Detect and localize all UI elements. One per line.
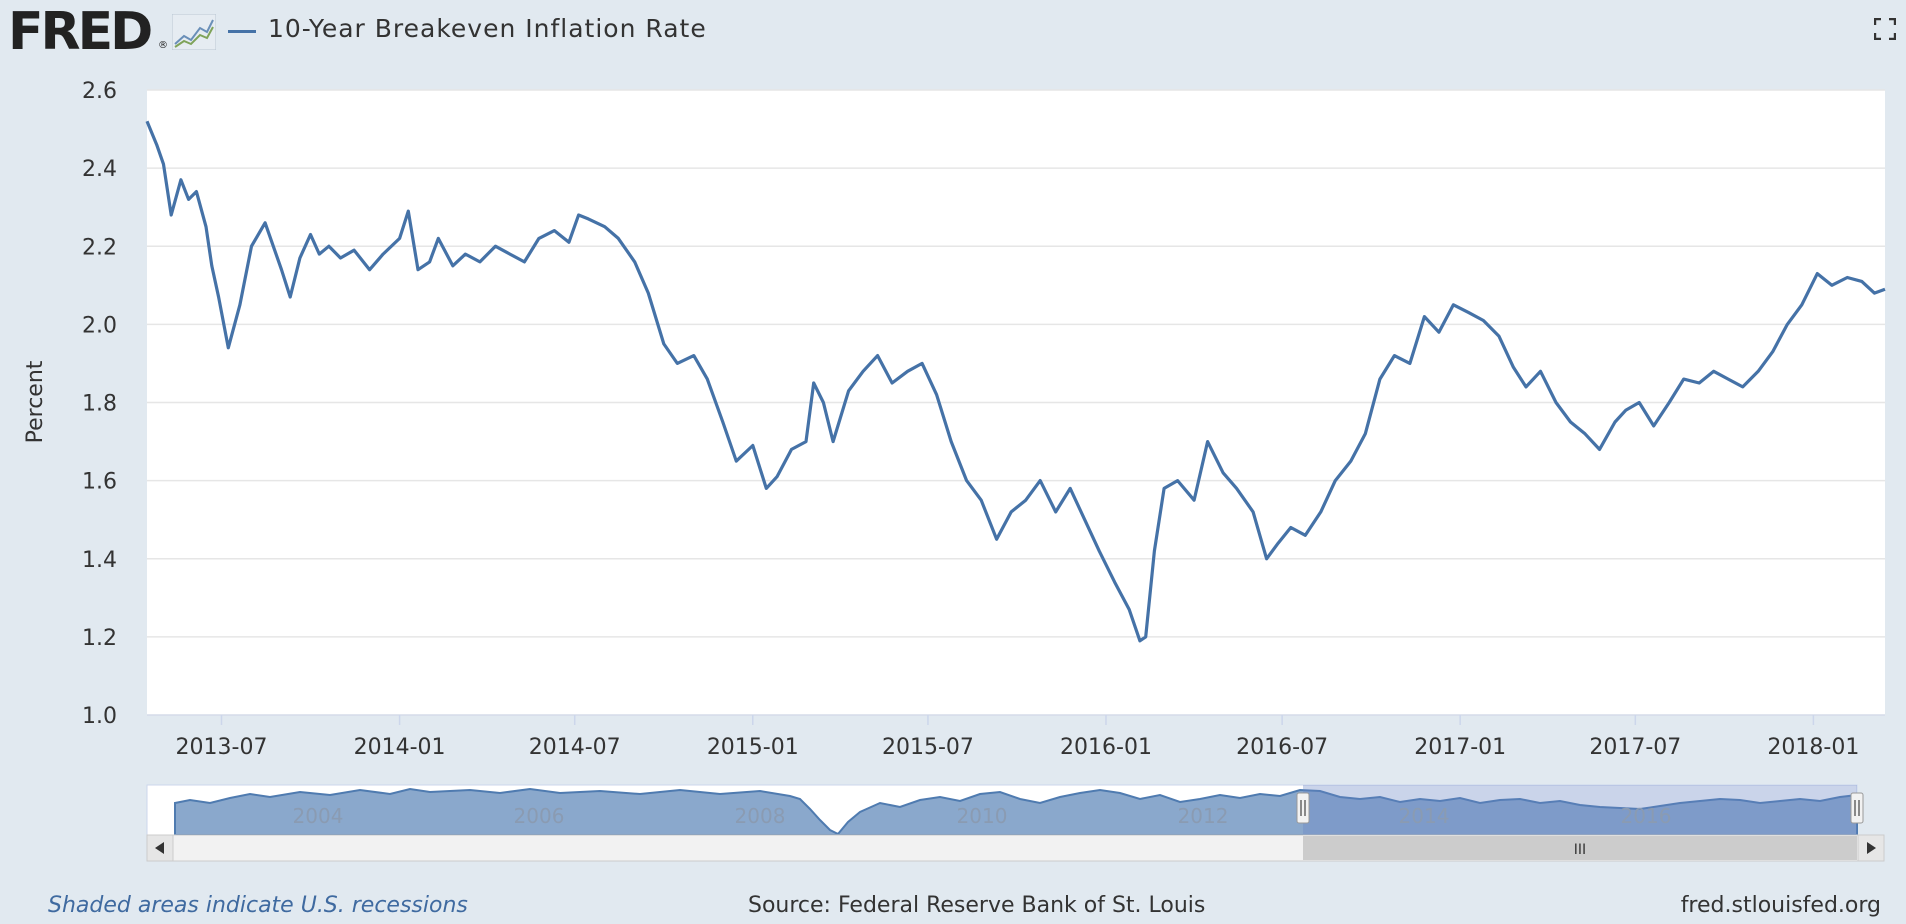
chart-header: FRED ® 10-Year Breakeven Inflation Rate bbox=[0, 0, 1906, 70]
y-tick-label: 1.2 bbox=[82, 626, 117, 651]
y-tick-label: 1.8 bbox=[82, 392, 117, 417]
series-line-10yr-breakeven[interactable] bbox=[145, 120, 1886, 643]
navigator-year-label: 2012 bbox=[1178, 804, 1229, 828]
scrollbar-grip: III bbox=[1574, 842, 1586, 858]
source-credit: Source: Federal Reserve Bank of St. Loui… bbox=[748, 893, 1206, 918]
fullscreen-icon[interactable] bbox=[1874, 18, 1896, 40]
y-axis-label: Percent bbox=[23, 360, 48, 443]
navigator-year-label: 2004 bbox=[293, 804, 344, 828]
x-tick-label: 2018-01 bbox=[1767, 735, 1859, 760]
series-title: 10-Year Breakeven Inflation Rate bbox=[268, 14, 707, 43]
y-tick-label: 2.0 bbox=[82, 313, 117, 338]
navigator-handle-right[interactable] bbox=[1850, 792, 1864, 824]
x-tick-label: 2017-07 bbox=[1589, 735, 1681, 760]
navigator-selected-range[interactable] bbox=[1303, 785, 1857, 835]
navigator-year-label: 2006 bbox=[514, 804, 565, 828]
y-tick-label: 1.6 bbox=[82, 470, 117, 495]
navigator-year-label: 2010 bbox=[957, 804, 1008, 828]
navigator-year-label: 2014 bbox=[1399, 804, 1450, 828]
site-link[interactable]: fred.stlouisfed.org bbox=[1680, 893, 1881, 918]
y-tick-label: 1.4 bbox=[82, 548, 117, 573]
y-tick-label: 2.4 bbox=[82, 157, 117, 182]
legend-series-swatch bbox=[228, 30, 256, 33]
line-graph-icon[interactable] bbox=[172, 14, 216, 50]
arrow-right-icon bbox=[1867, 842, 1876, 854]
x-tick-label: 2014-07 bbox=[529, 735, 621, 760]
scrollbar-thumb[interactable] bbox=[1303, 836, 1857, 860]
x-tick-label: 2017-01 bbox=[1414, 735, 1506, 760]
x-tick-label: 2014-01 bbox=[354, 735, 446, 760]
navigator-year-labels: 2004 2006 2008 2010 2012 2014 2016 bbox=[293, 804, 1672, 828]
x-tick-label: 2015-01 bbox=[707, 735, 799, 760]
x-axis-ticks: 2013-07 2014-01 2014-07 2015-01 2015-07 2016-… bbox=[176, 715, 1859, 760]
fred-logo[interactable]: FRED bbox=[8, 2, 153, 62]
navigator[interactable]: 2004 2006 2008 2010 2012 2014 2016 bbox=[146, 784, 1864, 836]
navigator-year-label: 2008 bbox=[735, 804, 786, 828]
y-axis-ticks: 1.0 1.2 1.4 1.6 1.8 2.0 2.2 2.4 2.6 bbox=[82, 79, 117, 729]
x-tick-label: 2013-07 bbox=[176, 735, 268, 760]
x-tick-label: 2015-07 bbox=[882, 735, 974, 760]
navigator-handle-left[interactable] bbox=[1296, 792, 1310, 824]
recessions-note: Shaded areas indicate U.S. recessions bbox=[48, 893, 468, 918]
x-tick-label: 2016-01 bbox=[1060, 735, 1152, 760]
arrow-left-icon bbox=[155, 842, 164, 854]
x-tick-label: 2016-07 bbox=[1236, 735, 1328, 760]
y-tick-label: 1.0 bbox=[82, 704, 117, 729]
navigator-series-area bbox=[174, 787, 1858, 836]
navigator-year-label: 2016 bbox=[1621, 804, 1672, 828]
y-tick-label: 2.6 bbox=[82, 79, 117, 104]
fred-logo-registered-mark: ® bbox=[158, 40, 168, 51]
y-tick-label: 2.2 bbox=[82, 235, 117, 260]
scrollbar[interactable]: III bbox=[146, 834, 1885, 862]
